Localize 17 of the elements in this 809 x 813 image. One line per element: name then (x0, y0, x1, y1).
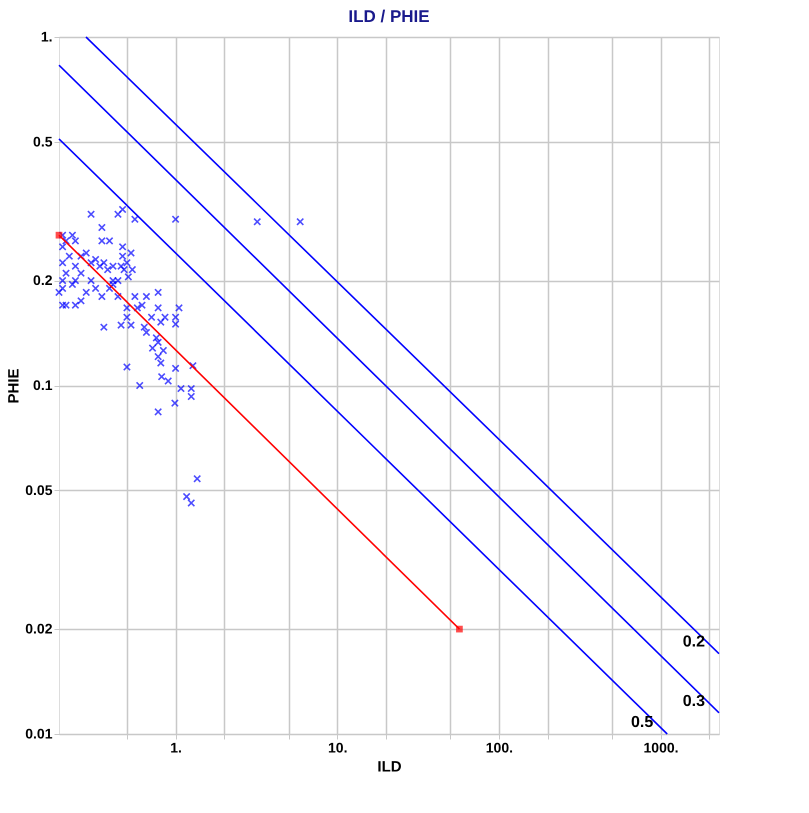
y-axis-title: PHIE (5, 368, 22, 404)
x-tick-label: 10. (328, 740, 348, 756)
y-tick-label: 0.1 (33, 377, 53, 393)
x-tick-label: 100. (486, 740, 514, 756)
series-label: 0.5 (630, 714, 654, 731)
y-tick-label: 1. (40, 28, 52, 44)
x-tick-label: 1000. (644, 740, 679, 756)
y-tick-label: 0.2 (33, 272, 53, 288)
y-tick-label: 0.02 (25, 620, 53, 637)
x-tick-label: 1. (170, 740, 182, 756)
y-tick-label: 0.05 (25, 482, 53, 498)
series-label: 0.3 (682, 692, 706, 710)
y-tick-label: 0.01 (25, 726, 53, 742)
series-label: 0.2 (682, 634, 706, 651)
y-tick-label: 0.5 (33, 133, 53, 150)
x-axis-title: ILD (377, 758, 402, 776)
chart-title: ILD / PHIE (348, 7, 430, 26)
